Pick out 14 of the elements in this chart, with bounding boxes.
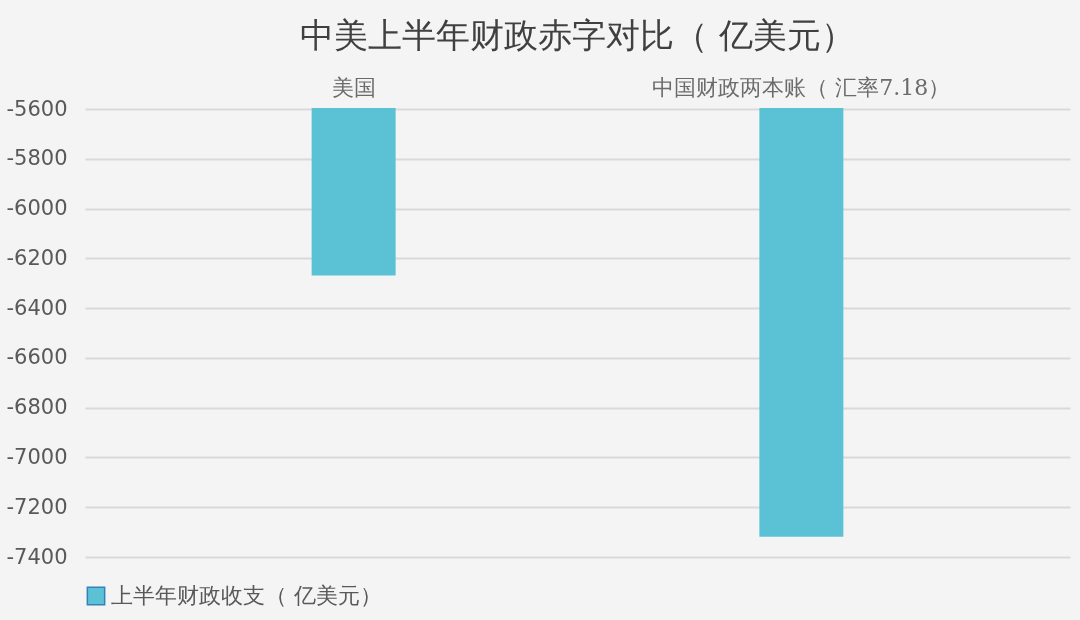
- chart-title: 中美上半年财政赤字对比（ 亿美元）: [300, 15, 855, 55]
- y-tick-label: -7000: [6, 444, 68, 469]
- y-tick-label: -7200: [6, 494, 68, 519]
- x-tick-label: 美国: [331, 74, 376, 100]
- y-tick-label: -6200: [6, 245, 68, 270]
- y-tick-label: -6400: [6, 295, 68, 320]
- x-tick-label: 中国财政两本账（ 汇率7.18）: [652, 74, 951, 100]
- y-tick-label: -6000: [6, 196, 68, 221]
- y-tick-label: -7400: [6, 544, 68, 569]
- y-tick-label: -6800: [6, 395, 68, 420]
- y-tick-label: -5800: [6, 146, 68, 171]
- y-tick-label: -6600: [6, 345, 68, 370]
- legend-label: 上半年财政收支（ 亿美元）: [111, 583, 382, 608]
- y-tick-label: -5600: [6, 96, 68, 121]
